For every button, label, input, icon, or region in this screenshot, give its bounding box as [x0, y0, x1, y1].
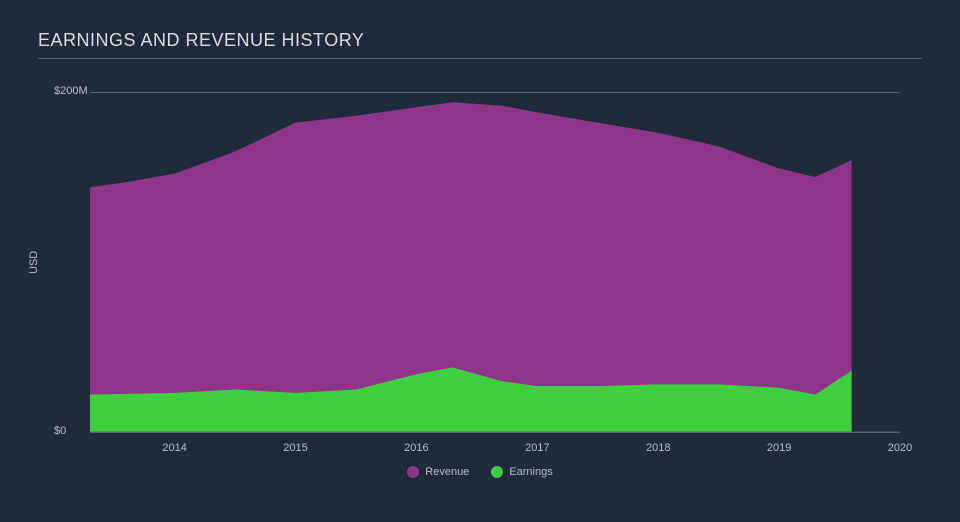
legend-swatch	[491, 466, 503, 478]
x-axis-label: 2015	[283, 442, 307, 454]
x-axis-label: 2017	[525, 442, 549, 454]
legend-item-revenue: Revenue	[407, 466, 469, 478]
plot-area	[0, 0, 960, 522]
x-axis-label: 2014	[162, 442, 186, 454]
x-axis-label: 2020	[888, 442, 912, 454]
legend-swatch	[407, 466, 419, 478]
legend: Revenue Earnings	[407, 466, 552, 478]
x-axis-label: 2016	[404, 442, 428, 454]
chart-panel: EARNINGS AND REVENUE HISTORY USD $0$200M…	[0, 0, 960, 522]
legend-item-earnings: Earnings	[491, 466, 552, 478]
legend-label: Earnings	[509, 466, 552, 478]
x-axis-label: 2018	[646, 442, 670, 454]
legend-label: Revenue	[425, 466, 469, 478]
x-axis-label: 2019	[767, 442, 791, 454]
